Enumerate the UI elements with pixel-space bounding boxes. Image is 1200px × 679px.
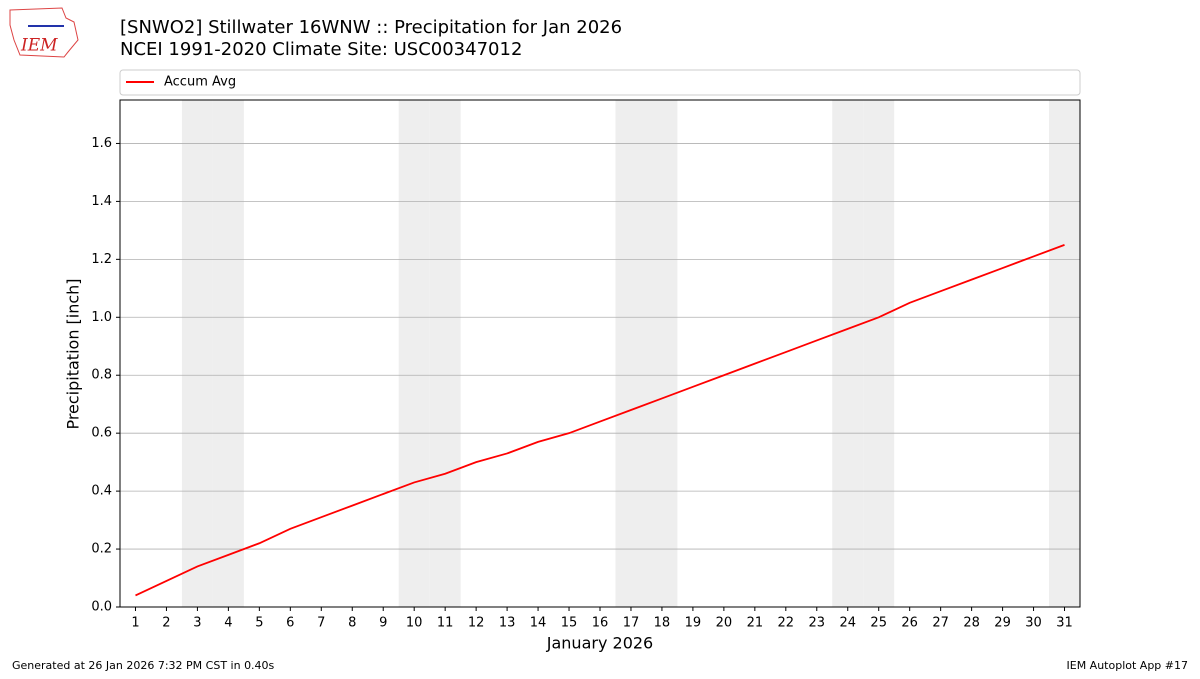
y-tick-label: 0.0 xyxy=(91,600,112,615)
footer-left: Generated at 26 Jan 2026 7:32 PM CST in … xyxy=(12,659,275,672)
x-tick-label: 27 xyxy=(932,616,949,631)
x-tick-label: 15 xyxy=(561,616,578,631)
x-tick-label: 7 xyxy=(317,616,325,631)
x-tick-label: 31 xyxy=(1056,616,1073,631)
y-tick-label: 0.4 xyxy=(91,484,112,499)
x-tick-label: 12 xyxy=(468,616,485,631)
x-tick-label: 23 xyxy=(809,616,826,631)
y-tick-label: 1.6 xyxy=(91,136,112,151)
logo: IEM xyxy=(9,7,79,58)
x-tick-label: 5 xyxy=(255,616,263,631)
x-tick-label: 18 xyxy=(654,616,671,631)
plot-frame xyxy=(119,99,1081,608)
x-tick-label: 11 xyxy=(437,616,454,631)
y-tick-label: 1.4 xyxy=(91,194,112,209)
weekend-band xyxy=(398,100,430,607)
x-tick-label: 17 xyxy=(623,616,640,631)
weekend-band xyxy=(181,100,213,607)
weekend-band xyxy=(429,100,461,607)
x-tick-label: 26 xyxy=(901,616,918,631)
x-tick-label: 10 xyxy=(406,616,423,631)
x-tick-label: 19 xyxy=(685,616,702,631)
x-tick-label: 2 xyxy=(162,616,170,631)
logo-outline xyxy=(9,7,79,58)
x-axis-label: January 2026 xyxy=(546,634,653,653)
weekend-band xyxy=(212,100,244,607)
weekend-band xyxy=(1049,100,1080,607)
y-tick-label: 0.6 xyxy=(91,426,112,441)
x-tick-label: 28 xyxy=(963,616,980,631)
weekend-band xyxy=(832,100,864,607)
x-tick-label: 14 xyxy=(530,616,547,631)
y-tick-label: 1.2 xyxy=(91,252,112,267)
x-tick-label: 29 xyxy=(994,616,1011,631)
weekend-band xyxy=(615,100,647,607)
y-axis-label: Precipitation [inch] xyxy=(64,278,83,429)
x-tick-label: 1 xyxy=(131,616,139,631)
x-tick-label: 4 xyxy=(224,616,232,631)
y-tick-label: 0.8 xyxy=(91,368,112,383)
x-tick-label: 3 xyxy=(193,616,201,631)
legend-box xyxy=(119,69,1081,96)
x-tick-label: 8 xyxy=(348,616,356,631)
footer-right: IEM Autoplot App #17 xyxy=(1067,659,1189,672)
legend-label: Accum Avg xyxy=(164,75,236,90)
x-tick-label: 22 xyxy=(778,616,795,631)
weekend-band xyxy=(863,100,895,607)
chart-title: [SNWO2] Stillwater 16WNW :: Precipitatio… xyxy=(120,17,622,38)
x-tick-label: 21 xyxy=(747,616,764,631)
x-tick-label: 20 xyxy=(716,616,733,631)
weekend-band xyxy=(646,100,678,607)
x-tick-label: 13 xyxy=(499,616,516,631)
y-tick-label: 0.2 xyxy=(91,542,112,557)
x-tick-label: 9 xyxy=(379,616,387,631)
series-line xyxy=(135,244,1065,597)
x-tick-label: 24 xyxy=(839,616,856,631)
x-tick-label: 25 xyxy=(870,616,887,631)
logo-text: IEM xyxy=(20,36,58,56)
chart-subtitle: NCEI 1991-2020 Climate Site: USC00347012 xyxy=(120,39,522,60)
x-tick-label: 6 xyxy=(286,616,294,631)
x-tick-label: 30 xyxy=(1025,616,1042,631)
x-tick-label: 16 xyxy=(592,616,609,631)
y-tick-label: 1.0 xyxy=(91,310,112,325)
